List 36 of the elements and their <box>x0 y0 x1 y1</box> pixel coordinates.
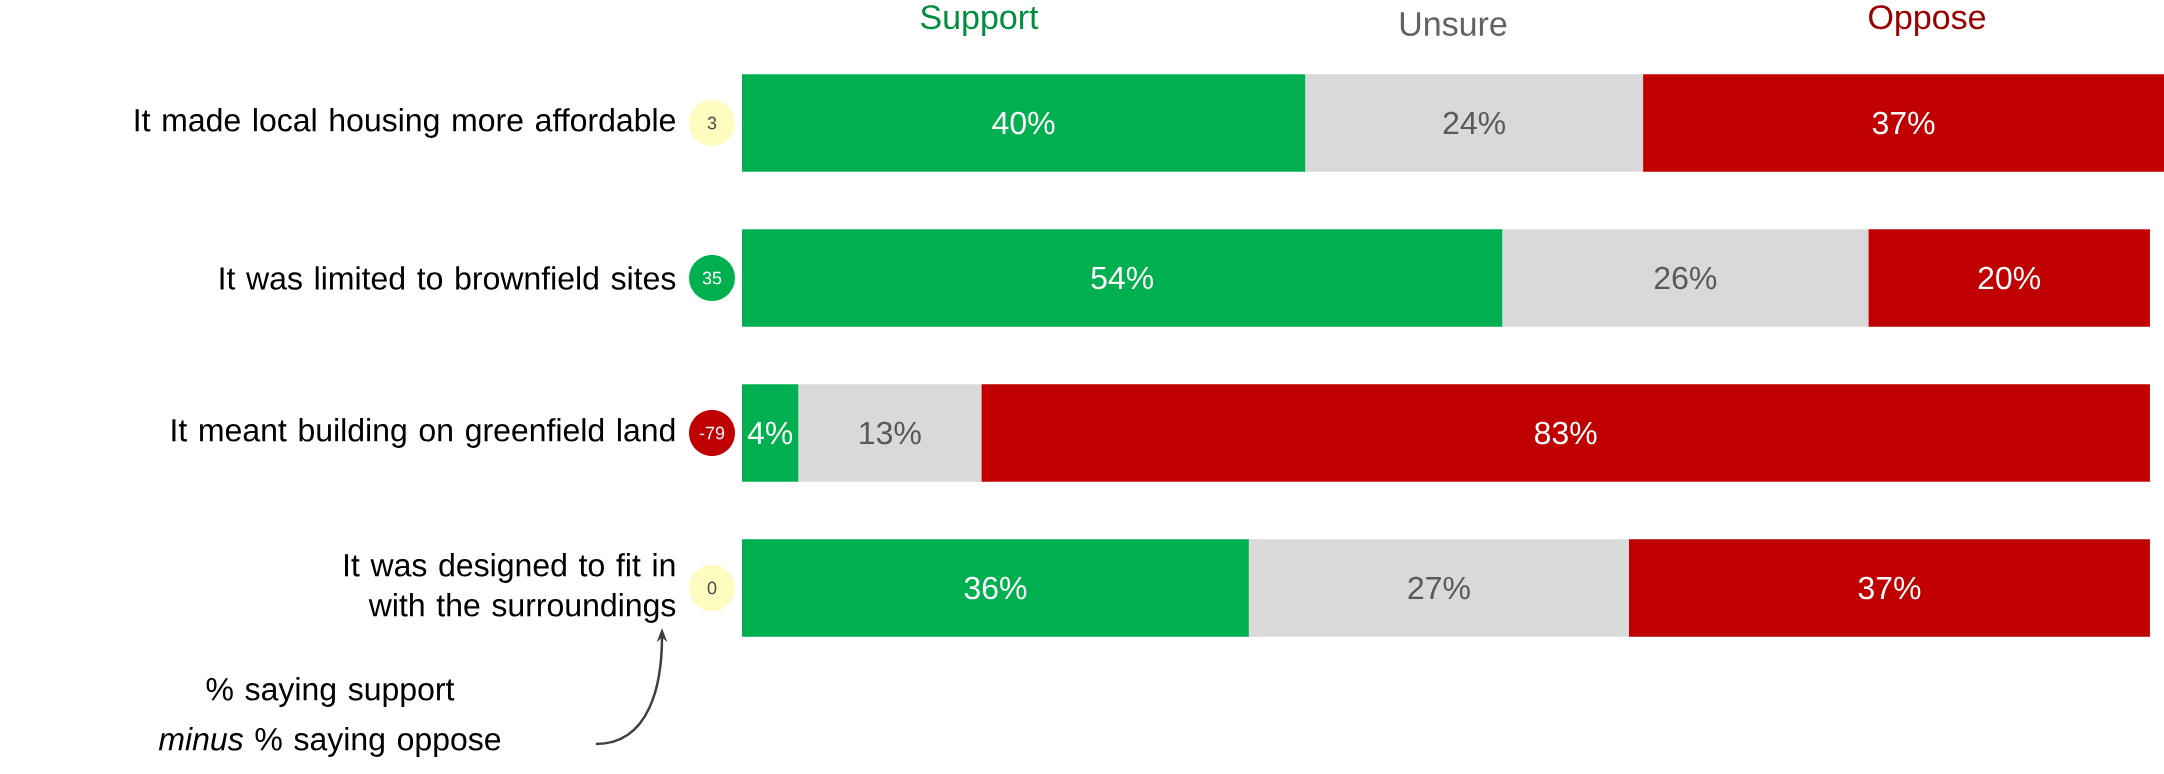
bar <box>1305 74 1644 172</box>
bar <box>742 229 1503 327</box>
data-label: 37% <box>1872 111 1935 135</box>
bar <box>742 539 1249 637</box>
data-label: 36% <box>964 576 1027 600</box>
data-label: 20% <box>1978 266 2041 290</box>
data-label: 24% <box>1443 111 1505 135</box>
bar <box>1628 539 2150 637</box>
text: 35 <box>702 271 722 285</box>
bar <box>1248 539 1629 637</box>
y-tick-label: It meant building on greenfield land <box>172 418 675 448</box>
y-tick-label: It was limited to brownfield sites <box>220 266 676 290</box>
data-label: 83% <box>1535 421 1597 445</box>
data-label: 27% <box>1408 576 1470 600</box>
text: 3 <box>707 116 717 130</box>
bar <box>742 74 1306 172</box>
series-label: Support <box>921 5 1039 36</box>
text: 0 <box>707 581 717 595</box>
bar <box>1643 74 2164 172</box>
y-tick-label: It made local housing more affordable <box>135 108 675 138</box>
series-label: Unsure <box>1400 12 1507 36</box>
data-label: 40% <box>992 111 1055 135</box>
bar <box>798 384 982 482</box>
data-label: 26% <box>1654 266 1717 290</box>
bar <box>981 384 2150 482</box>
bar <box>742 384 799 482</box>
text: % saying support minus % saying oppose <box>158 677 501 757</box>
y-tick-label: It was designed to fit in with the surroundings <box>345 553 676 623</box>
data-label: 13% <box>860 421 921 445</box>
data-label: 54% <box>1091 266 1154 290</box>
bar <box>1502 229 1869 327</box>
data-label: 4% <box>747 421 793 445</box>
text: -79 <box>699 426 725 440</box>
bar <box>1868 229 2150 327</box>
series-label: Oppose <box>1869 5 1986 36</box>
data-label: 37% <box>1858 576 1921 600</box>
